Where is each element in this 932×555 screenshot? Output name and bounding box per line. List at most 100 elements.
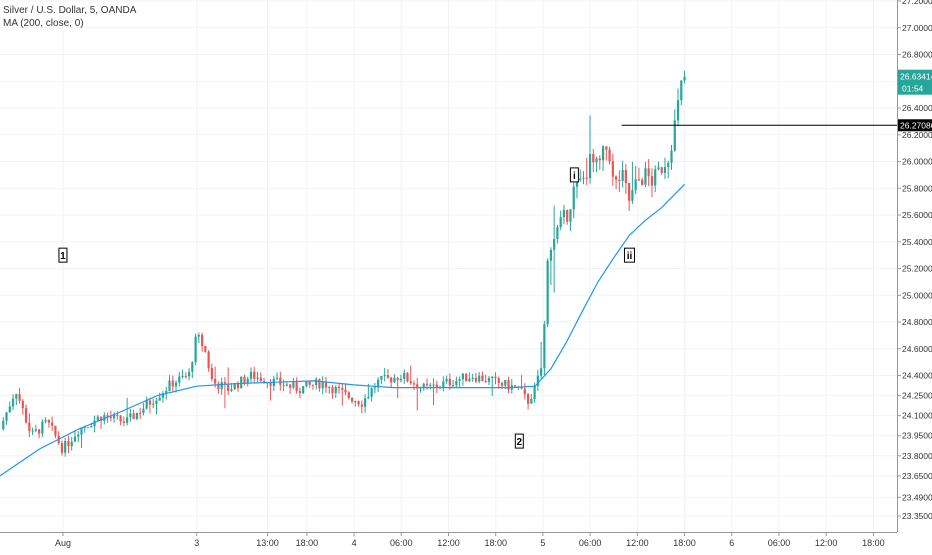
candle xyxy=(621,160,624,188)
candle xyxy=(210,363,213,382)
candle-body xyxy=(324,381,328,388)
candle-body xyxy=(422,383,425,388)
last-price-label: 26.63414 xyxy=(900,72,932,82)
candle-body xyxy=(243,376,246,384)
candle xyxy=(595,156,598,173)
candle-body xyxy=(504,379,507,386)
candle xyxy=(246,376,249,387)
candle xyxy=(347,391,350,400)
candle-body xyxy=(399,378,403,381)
y-tick-label: 24.80000 xyxy=(902,317,932,327)
candle xyxy=(429,383,432,390)
candle-body xyxy=(497,378,500,383)
candle-body xyxy=(21,400,24,409)
candle xyxy=(236,381,240,392)
candle xyxy=(507,376,510,394)
candle-body xyxy=(197,334,200,337)
candle-body xyxy=(579,178,582,181)
candle-body xyxy=(253,371,256,379)
y-tick-label: 25.40000 xyxy=(902,237,932,247)
candle-body xyxy=(106,415,109,417)
candle-body xyxy=(614,176,618,180)
candle xyxy=(585,157,588,186)
candle xyxy=(243,374,246,386)
candle xyxy=(67,435,70,454)
candle xyxy=(442,376,445,392)
line-price-label: 26.27086 xyxy=(900,120,932,130)
candle-body xyxy=(582,177,585,179)
x-tick-label: 06:00 xyxy=(390,538,413,548)
candle-body xyxy=(647,168,650,177)
y-tick-label: 23.80000 xyxy=(902,451,932,461)
candle xyxy=(487,376,491,386)
candle-body xyxy=(507,379,510,390)
candle xyxy=(634,165,637,195)
candle xyxy=(393,374,396,383)
candle xyxy=(530,394,533,404)
candle-body xyxy=(598,158,601,161)
candle-body xyxy=(543,324,546,369)
candle-body xyxy=(308,381,311,385)
y-tick-label: 24.25000 xyxy=(902,391,932,401)
candle xyxy=(654,165,657,193)
candle-body xyxy=(435,384,438,388)
candle-body xyxy=(448,378,451,386)
candle xyxy=(549,247,553,286)
candle xyxy=(409,365,412,385)
wave-label: 1 xyxy=(58,247,68,263)
candle-body xyxy=(93,420,96,427)
candle-body xyxy=(282,384,285,386)
candle-body xyxy=(474,377,478,382)
candle xyxy=(670,144,673,170)
candle xyxy=(8,401,11,413)
x-tick-label: 18:00 xyxy=(673,538,696,548)
candle xyxy=(663,157,667,179)
candle xyxy=(80,427,83,448)
candle xyxy=(253,366,256,384)
candle xyxy=(184,372,187,379)
wave-label-text: i xyxy=(573,171,576,182)
candle-body xyxy=(275,377,279,379)
candle xyxy=(11,394,15,411)
candle-body xyxy=(396,377,399,381)
candle-body xyxy=(152,403,155,405)
y-tick-label: 25.60000 xyxy=(902,210,932,220)
candle xyxy=(152,398,155,409)
candle-body xyxy=(367,396,370,399)
candle xyxy=(455,376,458,389)
candle-body xyxy=(611,161,614,177)
candle xyxy=(34,424,37,433)
candle-body xyxy=(181,375,184,377)
candle xyxy=(618,170,621,192)
candle xyxy=(38,428,41,439)
candle-body xyxy=(70,441,73,447)
candle-body xyxy=(631,190,634,201)
candle-body xyxy=(634,179,637,191)
candle-body xyxy=(116,414,119,416)
candle xyxy=(132,409,135,420)
candle-body xyxy=(51,422,54,426)
candle-body xyxy=(526,394,530,404)
candle-body xyxy=(8,406,11,413)
candle-body xyxy=(139,412,142,414)
candle xyxy=(266,382,269,389)
x-tick-label: 06:00 xyxy=(579,538,602,548)
candle-body xyxy=(256,377,259,379)
candle xyxy=(582,171,585,185)
candle xyxy=(416,377,419,411)
candle-body xyxy=(357,401,360,405)
candle-body xyxy=(416,384,419,389)
candle xyxy=(31,427,34,436)
candle-body xyxy=(380,376,383,380)
y-tick-label: 26.40000 xyxy=(902,103,932,113)
candle xyxy=(510,378,513,394)
candle-body xyxy=(305,381,308,387)
chart-legend: Silver / U.S. Dollar, 5, OANDA MA (200, … xyxy=(3,4,136,30)
candle xyxy=(569,209,572,232)
candle-body xyxy=(331,387,334,394)
candle xyxy=(377,377,380,393)
candle-body xyxy=(520,386,523,389)
candle xyxy=(412,380,416,391)
